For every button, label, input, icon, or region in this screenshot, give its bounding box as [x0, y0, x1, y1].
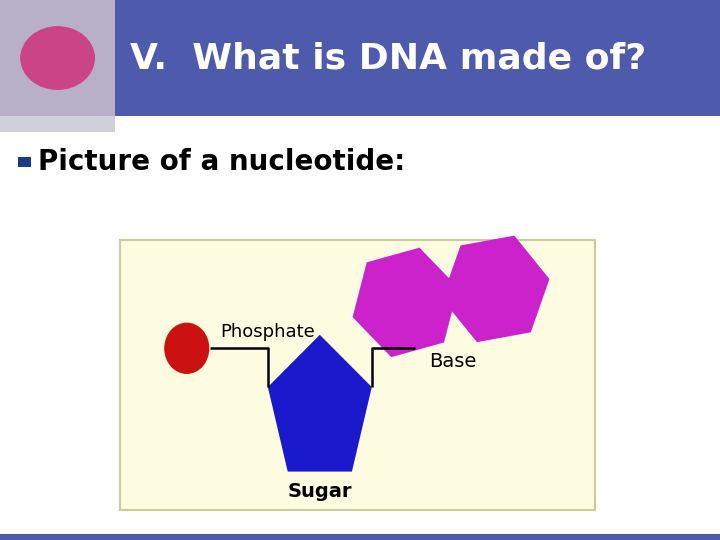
Bar — [0, 0, 115, 116]
FancyBboxPatch shape — [120, 240, 595, 510]
Polygon shape — [442, 235, 549, 342]
Bar — [0, 0, 720, 116]
Text: V.  What is DNA made of?: V. What is DNA made of? — [130, 41, 646, 75]
Bar — [0, 534, 720, 540]
Text: Sugar: Sugar — [287, 482, 352, 501]
Bar — [0, 100, 115, 132]
Ellipse shape — [164, 322, 210, 374]
Text: Phosphate: Phosphate — [220, 323, 315, 341]
Polygon shape — [353, 248, 458, 357]
Text: Base: Base — [429, 352, 477, 372]
Ellipse shape — [20, 26, 95, 90]
Bar — [18, 157, 31, 167]
Polygon shape — [268, 335, 372, 471]
Text: Picture of a nucleotide:: Picture of a nucleotide: — [38, 148, 405, 176]
